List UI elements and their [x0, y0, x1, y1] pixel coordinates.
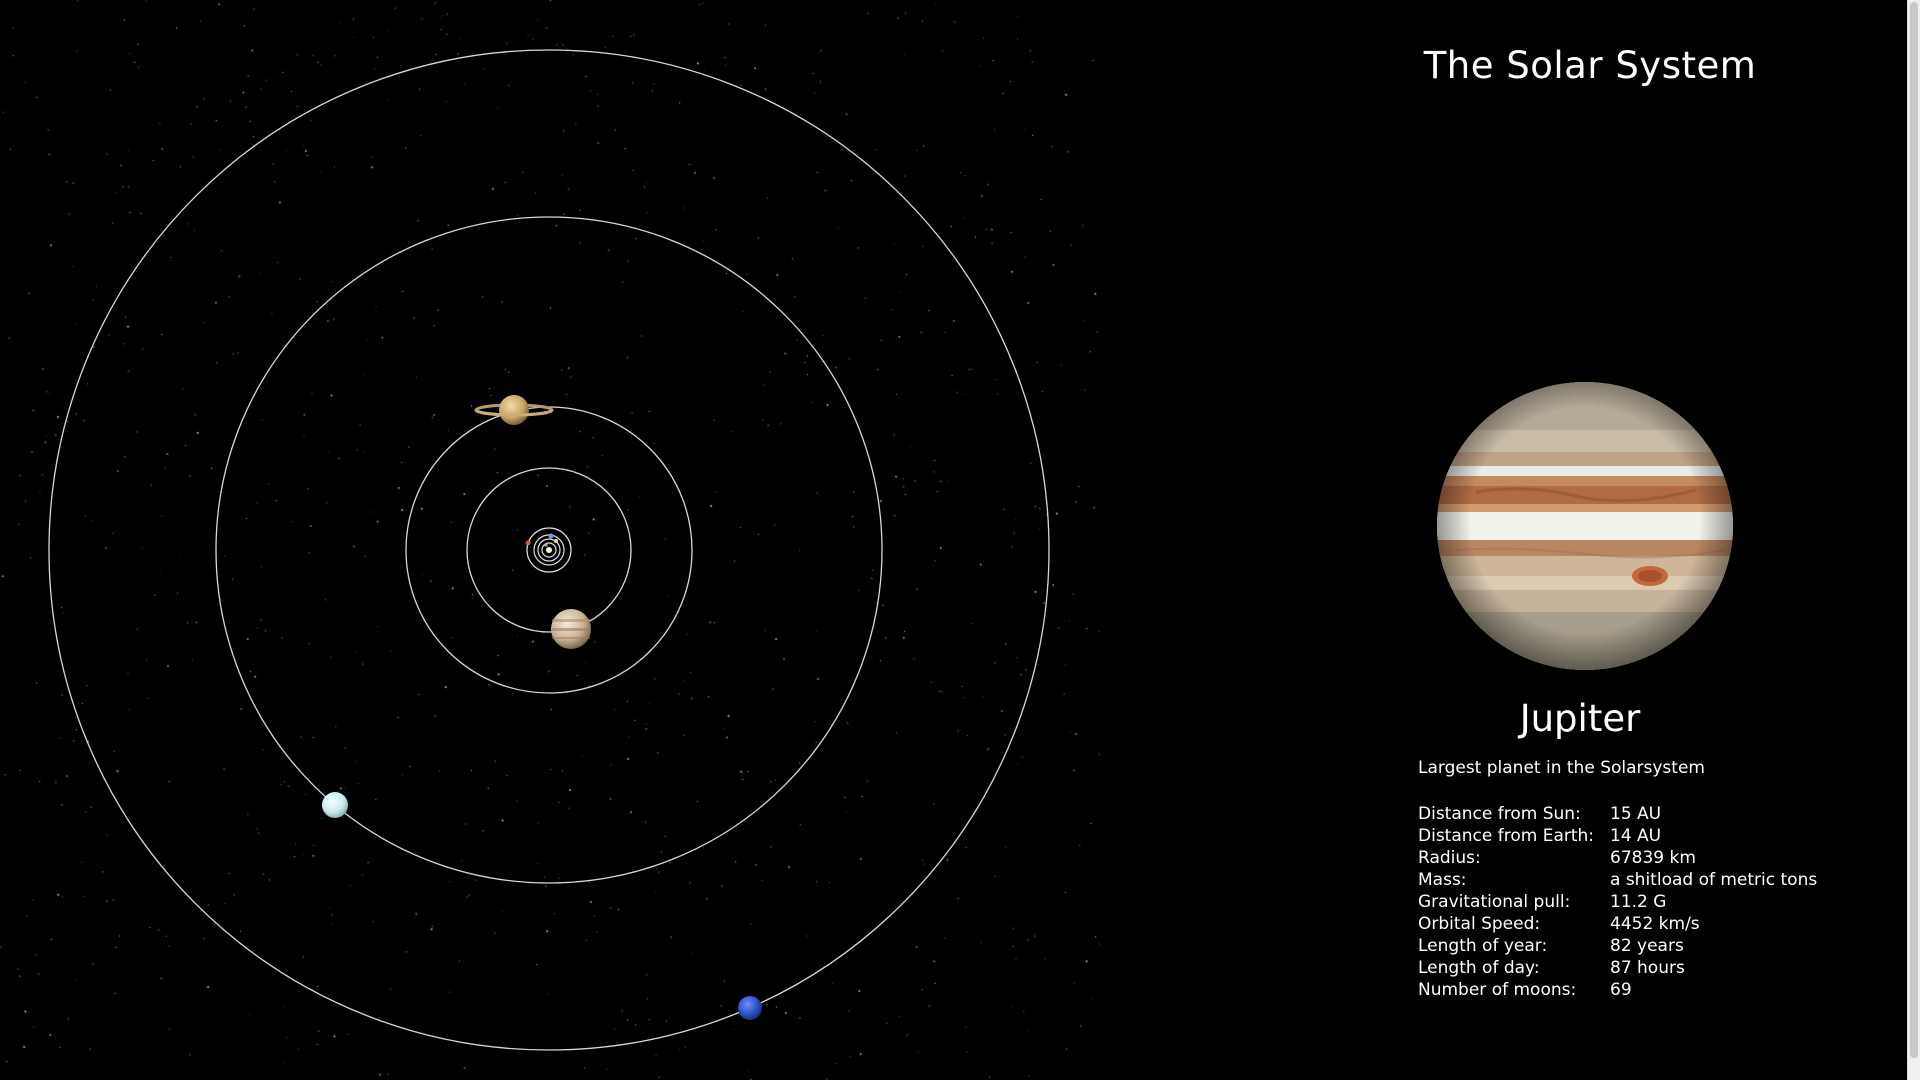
venus-orbit — [537, 538, 561, 562]
planet-jupiter[interactable] — [551, 609, 591, 649]
fact-row: Distance from Earth: 14 AU — [1418, 825, 1817, 847]
fact-label: Distance from Earth: — [1418, 826, 1595, 846]
fact-value: 14 AU — [1610, 826, 1662, 846]
fact-label: Orbital Speed: — [1418, 914, 1541, 934]
neptune-orbit — [48, 49, 1050, 1051]
planet-description: Largest planet in the Solarsystem — [1418, 758, 1705, 778]
starfield-background — [0, 0, 1100, 1080]
fact-value: 15 AU — [1610, 804, 1662, 824]
fact-row: Length of year: 82 years — [1418, 935, 1817, 957]
fact-value: 67839 km — [1610, 848, 1696, 868]
mercury-orbit — [541, 542, 557, 558]
fact-row: Distance from Sun: 15 AU — [1418, 803, 1817, 825]
fact-label: Mass: — [1418, 870, 1467, 890]
scrollbar-thumb[interactable] — [1910, 2, 1918, 1058]
fact-label: Distance from Sun: — [1418, 804, 1581, 824]
jupiter-orbit — [466, 467, 632, 633]
fact-label: Length of year: — [1418, 936, 1548, 956]
fact-row: Mass: a shitload of metric tons — [1418, 869, 1817, 891]
planet-saturn[interactable] — [474, 395, 554, 425]
fact-value: 11.2 G — [1610, 892, 1667, 912]
scrollbar[interactable] — [1907, 0, 1920, 1080]
fact-label: Radius: — [1418, 848, 1481, 868]
fact-value: 82 years — [1610, 936, 1684, 956]
planet-uranus[interactable] — [322, 792, 348, 818]
fact-label: Number of moons: — [1418, 980, 1577, 1000]
fact-row: Number of moons: 69 — [1418, 979, 1817, 1001]
sun[interactable] — [546, 547, 552, 553]
fact-label: Length of day: — [1418, 958, 1540, 978]
fact-value: 4452 km/s — [1610, 914, 1700, 934]
mars-orbit — [526, 527, 572, 573]
fact-value: 87 hours — [1610, 958, 1685, 978]
planet-mars[interactable] — [525, 540, 531, 546]
planet-facts-table: Distance from Sun: 15 AU Distance from E… — [1418, 803, 1817, 1001]
orbit-map — [48, 49, 1050, 1051]
jupiter-image — [1437, 382, 1733, 670]
planet-name: Jupiter — [1519, 697, 1641, 740]
app-title: The Solar System — [1423, 44, 1757, 87]
fact-label: Gravitational pull: — [1418, 892, 1571, 912]
planet-venus[interactable] — [554, 539, 558, 543]
planet-neptune[interactable] — [738, 996, 762, 1020]
fact-row: Gravitational pull: 11.2 G — [1418, 891, 1817, 913]
uranus-orbit — [215, 216, 883, 884]
fact-row: Length of day: 87 hours — [1418, 957, 1817, 979]
fact-value: 69 — [1610, 980, 1632, 1000]
planet-mercury[interactable] — [544, 543, 548, 547]
fact-row: Radius: 67839 km — [1418, 847, 1817, 869]
planet-earth[interactable] — [548, 533, 554, 539]
fact-row: Orbital Speed: 4452 km/s — [1418, 913, 1817, 935]
fact-value: a shitload of metric tons — [1610, 870, 1818, 890]
